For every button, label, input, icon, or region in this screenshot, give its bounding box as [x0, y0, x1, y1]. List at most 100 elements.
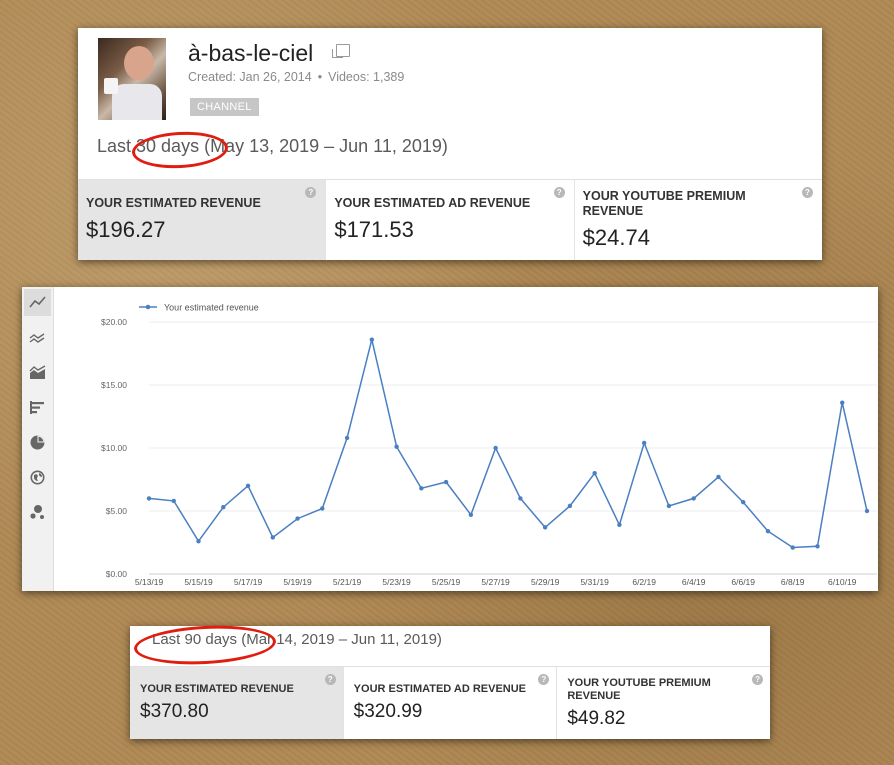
y-tick-label: $15.00 — [101, 380, 127, 390]
y-tick-label: $5.00 — [106, 506, 128, 516]
help-icon[interactable]: ? — [553, 187, 565, 198]
data-point[interactable] — [592, 471, 597, 476]
bubble-chart-icon[interactable] — [24, 499, 51, 526]
data-point[interactable] — [790, 545, 795, 550]
avatar-head — [124, 46, 154, 80]
data-point[interactable] — [344, 435, 350, 441]
chart-type-toolbar — [22, 287, 54, 591]
x-tick-label: 5/31/19 — [580, 577, 609, 587]
metric-value: $320.99 — [353, 701, 423, 722]
data-point[interactable] — [617, 522, 622, 528]
stacked-area-chart-icon[interactable] — [24, 359, 51, 386]
data-point[interactable] — [518, 496, 523, 501]
data-point[interactable] — [270, 535, 275, 540]
multi-line-chart-icon[interactable] — [24, 324, 51, 351]
data-point[interactable] — [196, 539, 201, 544]
metric-value: $49.82 — [567, 708, 626, 729]
help-icon[interactable]: ? — [305, 187, 317, 198]
revenue-chart-panel: $0.00 $5.00 $10.00 $15.00 $20.00 5/13/19 5/15/… — [22, 287, 878, 591]
revenue-metric-cards: ? YOUR ESTIMATED REVENUE $196.27 ? YOUR … — [78, 179, 822, 260]
data-point[interactable] — [691, 496, 696, 501]
data-point[interactable] — [641, 440, 647, 446]
data-point[interactable] — [320, 506, 325, 511]
metric-card-premium-revenue[interactable]: ? YOUR YOUTUBE PREMIUM REVENUE $49.82 — [557, 667, 771, 739]
metric-label: YOUR YOUTUBE PREMIUM REVENUE — [582, 189, 746, 218]
bar-chart-icon[interactable] — [24, 394, 51, 421]
x-tick-label: 6/10/19 — [828, 577, 857, 587]
metric-card-estimated-revenue[interactable]: ? YOUR ESTIMATED REVENUE $196.27 — [78, 180, 327, 260]
data-point[interactable] — [741, 499, 746, 505]
channel-created-date: Created: Jan 26, 2014 — [188, 70, 312, 84]
open-external-icon[interactable] — [332, 44, 350, 58]
avatar-cup — [104, 78, 118, 94]
metric-label: YOUR ESTIMATED REVENUE — [86, 196, 261, 210]
x-tick-label: 5/29/19 — [531, 577, 560, 587]
channel-video-count: Videos: 1,389 — [328, 70, 405, 84]
data-point[interactable] — [666, 503, 672, 509]
date-range-label[interactable]: Last 90 days (Mar 14, 2019 – Jun 11, 201… — [152, 631, 442, 648]
metric-card-premium-revenue[interactable]: ? YOUR YOUTUBE PREMIUM REVENUE $24.74 — [574, 180, 822, 260]
x-tick-label: 5/13/19 — [135, 577, 164, 587]
y-tick-label: $10.00 — [101, 443, 127, 453]
data-point[interactable] — [840, 400, 845, 405]
revenue-metric-cards: ? YOUR ESTIMATED REVENUE $370.80 ? YOUR … — [130, 666, 771, 739]
avatar-shirt — [112, 84, 162, 120]
data-point[interactable] — [468, 512, 474, 517]
channel-badge: CHANNEL — [190, 98, 259, 116]
globe-map-icon[interactable] — [24, 464, 51, 491]
x-tick-label: 5/25/19 — [432, 577, 461, 587]
legend-marker — [145, 304, 151, 310]
data-point[interactable] — [765, 528, 771, 534]
data-point[interactable] — [146, 496, 152, 501]
metric-label: YOUR ESTIMATED AD REVENUE — [334, 196, 531, 210]
data-point[interactable] — [443, 479, 449, 485]
help-icon[interactable]: ? — [538, 674, 550, 685]
data-point[interactable] — [221, 505, 226, 510]
metric-value: $370.80 — [140, 701, 209, 722]
x-tick-label: 6/2/19 — [632, 577, 656, 587]
metric-value: $171.53 — [334, 217, 414, 242]
data-point[interactable] — [369, 337, 375, 342]
channel-meta: Created: Jan 26, 2014 • Videos: 1,389 — [188, 70, 404, 84]
data-point[interactable] — [815, 544, 820, 549]
date-range-label[interactable]: Last 30 days (May 13, 2019 – Jun 11, 201… — [97, 136, 448, 156]
y-tick-label: $20.00 — [101, 317, 127, 327]
help-icon[interactable]: ? — [801, 187, 813, 198]
metric-card-ad-revenue[interactable]: ? YOUR ESTIMATED AD REVENUE $171.53 — [326, 180, 575, 260]
channel-title[interactable]: à-bas-le-ciel — [188, 40, 314, 66]
x-tick-label: 5/15/19 — [184, 577, 213, 587]
metric-card-ad-revenue[interactable]: ? YOUR ESTIMATED AD REVENUE $320.99 — [343, 667, 558, 739]
data-point[interactable] — [171, 498, 176, 504]
pie-chart-icon[interactable] — [24, 429, 51, 456]
revenue-line-chart[interactable]: $0.00 $5.00 $10.00 $15.00 $20.00 5/13/19 5/15/… — [53, 287, 878, 591]
data-point[interactable] — [864, 508, 870, 514]
data-point[interactable] — [245, 483, 251, 488]
help-icon[interactable]: ? — [324, 674, 336, 685]
y-tick-label: $0.00 — [106, 569, 128, 579]
data-point[interactable] — [419, 486, 424, 491]
data-point[interactable] — [295, 516, 300, 521]
x-tick-label: 6/4/19 — [682, 577, 706, 587]
metric-label: YOUR YOUTUBE PREMIUM REVENUE — [567, 677, 711, 702]
metric-value: $24.74 — [582, 225, 650, 250]
data-point[interactable] — [394, 444, 399, 449]
channel-avatar[interactable] — [98, 38, 166, 120]
x-tick-label: 6/8/19 — [781, 577, 805, 587]
x-tick-label: 5/19/19 — [283, 577, 312, 587]
metric-label: YOUR ESTIMATED REVENUE — [140, 683, 294, 695]
meta-separator: • — [317, 70, 323, 84]
x-tick-label: 5/17/19 — [234, 577, 263, 587]
help-icon[interactable]: ? — [752, 674, 764, 685]
x-tick-label: 5/27/19 — [481, 577, 510, 587]
line-chart-icon[interactable] — [24, 289, 51, 316]
metric-card-estimated-revenue[interactable]: ? YOUR ESTIMATED REVENUE $370.80 — [130, 667, 344, 739]
channel-summary-panel-90-days: Last 90 days (Mar 14, 2019 – Jun 11, 201… — [130, 622, 771, 739]
data-point[interactable] — [542, 525, 548, 530]
x-tick-label: 6/6/19 — [731, 577, 755, 587]
data-point[interactable] — [716, 474, 721, 480]
x-tick-label: 5/21/19 — [333, 577, 362, 587]
data-point[interactable] — [493, 445, 498, 451]
series-line — [148, 339, 868, 549]
metric-label: YOUR ESTIMATED AD REVENUE — [353, 683, 527, 695]
data-point[interactable] — [567, 503, 573, 509]
